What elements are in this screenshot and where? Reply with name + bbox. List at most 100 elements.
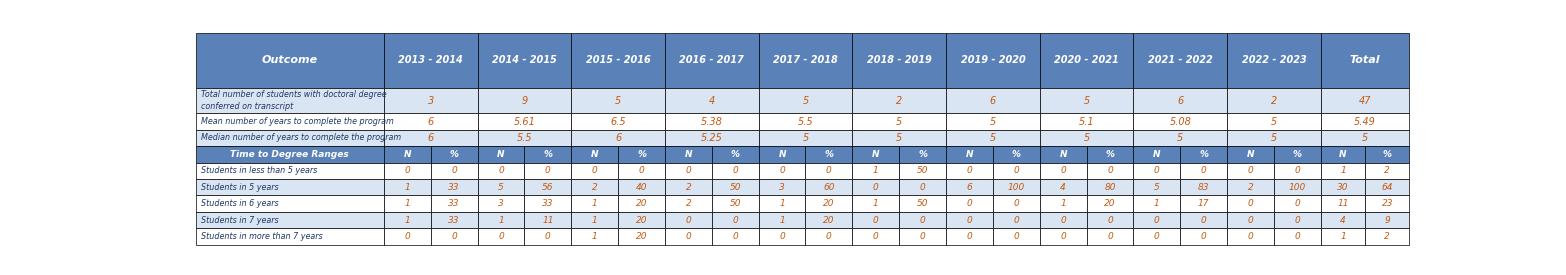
Text: 0: 0 [872,232,879,241]
Text: 2018 - 2019: 2018 - 2019 [868,55,932,65]
Bar [1134,179,1181,196]
Text: 5: 5 [896,117,902,126]
Bar [1320,146,1366,163]
Text: 0: 0 [1295,232,1300,241]
Text: 0: 0 [1295,199,1300,208]
Bar [572,113,666,130]
Bar [1040,113,1134,130]
Bar [384,228,431,245]
Text: 0: 0 [966,199,972,208]
Bar [572,33,666,88]
Bar [1320,113,1409,130]
Text: 0: 0 [1154,232,1160,241]
Text: 2019 - 2020: 2019 - 2020 [960,55,1026,65]
Bar [196,113,384,130]
Bar [431,228,478,245]
Bar [1087,163,1134,179]
Text: 1: 1 [404,199,410,208]
Text: 20: 20 [824,216,835,225]
Text: 0: 0 [686,166,691,175]
Text: 5.38: 5.38 [702,117,723,126]
Text: %: % [543,150,553,159]
Bar [1320,163,1366,179]
Bar [196,212,384,228]
Text: 50: 50 [730,183,741,192]
Bar [899,196,946,212]
Bar [1228,113,1320,130]
Bar [946,130,1040,146]
Text: 5: 5 [1362,133,1369,143]
Bar [1366,228,1409,245]
Text: 5.5: 5.5 [517,133,532,143]
Text: %: % [449,150,459,159]
Bar [572,212,619,228]
Text: %: % [918,150,927,159]
Text: 0: 0 [919,183,926,192]
Text: N: N [404,150,410,159]
Text: Outcome: Outcome [262,55,318,65]
Bar [805,212,852,228]
Text: 0: 0 [592,166,598,175]
Text: 5: 5 [1272,117,1278,126]
Bar [666,113,758,130]
Text: Total number of students with doctoral degree
conferred on transcript: Total number of students with doctoral d… [200,90,387,111]
Bar [525,163,572,179]
Bar [478,212,525,228]
Text: 0: 0 [686,232,691,241]
Text: 0: 0 [1295,166,1300,175]
Text: 0: 0 [966,232,972,241]
Text: Time to Degree Ranges: Time to Degree Ranges [230,150,349,159]
Bar [899,228,946,245]
Text: 33: 33 [448,183,460,192]
Text: 0: 0 [1154,166,1160,175]
Bar [1134,228,1181,245]
Bar [758,228,805,245]
Text: 5.61: 5.61 [514,117,536,126]
Text: 50: 50 [730,199,741,208]
Text: 23: 23 [1381,199,1394,208]
Text: N: N [966,150,972,159]
Bar [572,163,619,179]
Text: Students in less than 5 years: Students in less than 5 years [200,166,316,175]
Bar [993,212,1040,228]
Text: N: N [498,150,504,159]
Bar [1320,212,1366,228]
Text: 30: 30 [1337,183,1348,192]
Bar [1134,163,1181,179]
Bar [758,179,805,196]
Bar [758,130,852,146]
Text: 4: 4 [1060,183,1066,192]
Text: 4: 4 [1340,216,1345,225]
Bar [431,163,478,179]
Bar [1040,228,1087,245]
Bar [805,146,852,163]
Bar [758,212,805,228]
Bar [525,196,572,212]
Bar [1228,33,1320,88]
Bar [384,163,431,179]
Bar [1181,212,1228,228]
Text: 0: 0 [686,216,691,225]
Text: 6.5: 6.5 [611,117,626,126]
Text: %: % [1106,150,1115,159]
Text: 0: 0 [825,232,832,241]
Text: 2017 - 2018: 2017 - 2018 [774,55,838,65]
Bar [1040,196,1087,212]
Text: 5: 5 [990,117,996,126]
Bar [852,163,899,179]
Text: 0: 0 [451,166,457,175]
Text: Students in 5 years: Students in 5 years [200,183,279,192]
Text: 3: 3 [428,95,434,106]
Bar [196,228,384,245]
Text: %: % [731,150,739,159]
Text: 2: 2 [1384,166,1391,175]
Bar [1275,163,1320,179]
Text: 20: 20 [824,199,835,208]
Text: 0: 0 [1107,216,1113,225]
Text: 2022 - 2023: 2022 - 2023 [1242,55,1306,65]
Text: Mean number of years to complete the program: Mean number of years to complete the pro… [200,117,393,126]
Text: 0: 0 [733,216,738,225]
Bar [478,196,525,212]
Text: 9: 9 [521,95,528,106]
Bar [1134,196,1181,212]
